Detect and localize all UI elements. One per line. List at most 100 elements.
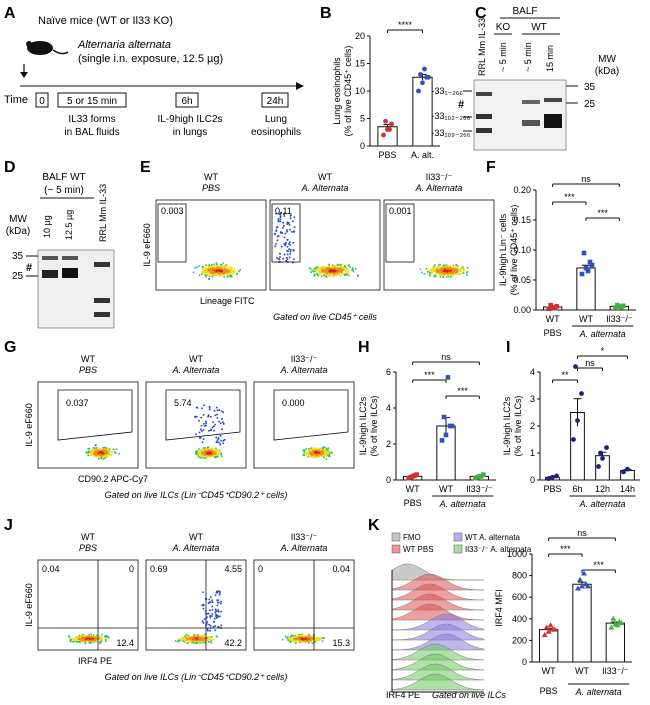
flow-j-event xyxy=(193,635,196,638)
flow-e-event xyxy=(441,274,444,276)
flow-j-event xyxy=(88,640,91,643)
chart-f-point xyxy=(613,305,618,310)
flow-e-event xyxy=(440,265,443,267)
flow-e-plot-subtitle: A. Alternata xyxy=(301,183,349,193)
flow-e-event xyxy=(332,264,334,266)
a-exposure-arrowhead xyxy=(20,72,28,78)
chart-f-point xyxy=(585,268,591,274)
flow-j-plot-title: WT xyxy=(81,532,95,542)
flow-g-event xyxy=(221,418,223,420)
a-alt-sub: (single i.n. exposure, 12.5 µg) xyxy=(78,53,223,65)
flow-g-event xyxy=(325,458,328,460)
flow-e-event xyxy=(327,273,330,275)
flow-j-event xyxy=(202,635,205,638)
flow-e-event xyxy=(219,275,221,277)
flow-e-event xyxy=(228,274,231,276)
flow-e-event xyxy=(338,264,341,266)
flow-g-event xyxy=(207,450,209,452)
c-ko: KO xyxy=(496,22,511,33)
flow-e-event xyxy=(434,271,437,274)
flow-e-event xyxy=(442,276,445,278)
chart-k-x-label: WT xyxy=(542,666,556,676)
flow-e-event xyxy=(286,245,289,248)
flow-e-event xyxy=(230,269,232,271)
flow-g-event xyxy=(323,448,326,451)
flow-g-event xyxy=(215,451,217,453)
flow-e-event xyxy=(288,242,290,245)
chart-f-y-label: IL-9high Lin⁻ cells xyxy=(498,213,508,286)
flow-j-event xyxy=(99,639,101,641)
k-legend-label: WT A. alternata xyxy=(465,533,521,542)
flow-e-event xyxy=(210,271,212,274)
flow-e-event xyxy=(324,274,327,276)
flow-j-event xyxy=(211,639,214,641)
chart-f: 0.00 0.05 0.10 0.15 0.20 WT WT Il33⁻/⁻ IL-9high … xyxy=(498,174,636,339)
flow-g-event xyxy=(217,454,219,456)
flow-g-event xyxy=(105,449,107,452)
flow-g-event xyxy=(210,428,212,431)
flow-j-event xyxy=(184,636,186,639)
flow-g-event xyxy=(205,424,207,427)
flow-e-event xyxy=(435,275,437,277)
flow-g-event xyxy=(219,422,222,425)
flow-g-event xyxy=(308,453,310,456)
flow-g-event xyxy=(212,452,215,454)
flow-j-event xyxy=(206,616,208,618)
flow-e-event xyxy=(293,230,295,233)
chart-k-top-sig: ns xyxy=(577,528,587,538)
flow-g-event xyxy=(199,456,202,459)
flow-e-event xyxy=(458,269,460,272)
flow-g-event xyxy=(98,447,100,450)
flow-g-event xyxy=(208,449,210,451)
flow-e-event xyxy=(334,265,337,267)
flow-j-plot-title: WT xyxy=(189,532,203,542)
flow-g-event xyxy=(325,452,328,455)
flow-e-event xyxy=(329,267,331,269)
flow-e-event xyxy=(212,267,214,269)
flow-e-event xyxy=(444,272,446,274)
flow-e-event xyxy=(327,274,330,277)
flow-j-event xyxy=(215,615,217,618)
flow-j-event xyxy=(210,596,212,598)
flow-j-event xyxy=(190,641,193,643)
flow-e-event xyxy=(351,267,354,270)
flow-j-event xyxy=(191,640,193,642)
flow-j-event xyxy=(301,636,304,638)
flow-g-event xyxy=(325,450,328,452)
flow-e-event xyxy=(344,265,346,268)
flow-e-event xyxy=(456,265,459,267)
flow-g-event xyxy=(321,452,324,454)
flow-e-event xyxy=(455,264,457,266)
flow-g-event xyxy=(308,448,310,450)
flow-j-event xyxy=(200,635,203,638)
panel-label-k: K xyxy=(368,517,380,534)
flow-e-event xyxy=(226,274,228,276)
flow-j-event xyxy=(187,638,189,640)
flow-j-event xyxy=(177,640,180,643)
flow-e-event xyxy=(228,268,231,270)
flow-e-event xyxy=(447,265,449,268)
flow-g-event xyxy=(102,454,104,457)
chart-i-point xyxy=(596,464,601,469)
chart-k-2-sig: *** xyxy=(593,560,604,570)
flow-g-event xyxy=(327,447,330,449)
flow-j-event xyxy=(215,617,218,619)
flow-e-event xyxy=(445,270,447,272)
flow-j-event xyxy=(217,610,220,613)
flow-e-event xyxy=(341,273,343,276)
flow-j-event xyxy=(215,614,218,617)
flow-j-event xyxy=(201,637,203,639)
flow-g-event xyxy=(218,450,221,453)
flow-e-event xyxy=(214,269,216,272)
chart-k-bar xyxy=(539,629,559,663)
flow-e-event xyxy=(335,272,337,274)
flow-e-event xyxy=(192,271,195,274)
flow-e-event xyxy=(328,271,330,274)
flow-j-event xyxy=(104,640,107,642)
flow-g-event xyxy=(108,453,111,455)
flow-g-event xyxy=(107,453,110,456)
flow-j-event xyxy=(209,601,212,603)
